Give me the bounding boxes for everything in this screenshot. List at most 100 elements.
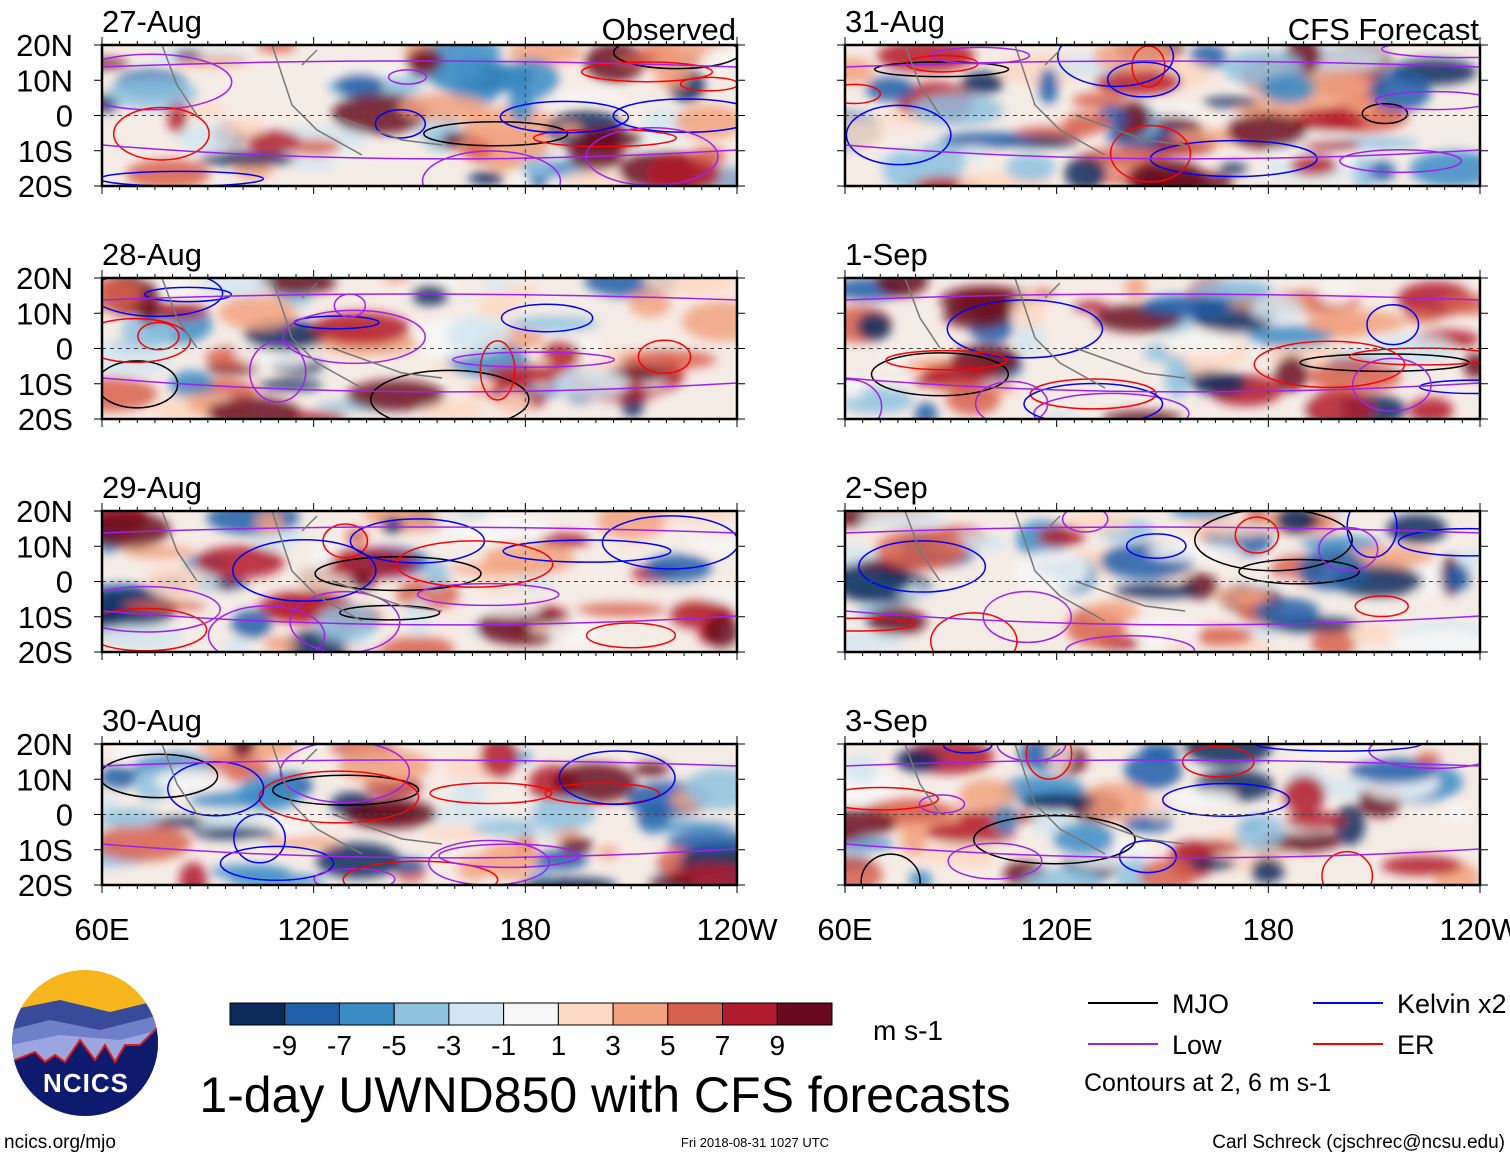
legend-label: ER: [1397, 1030, 1435, 1060]
colorbar-swatch: [284, 1002, 340, 1026]
colorbar-swatch: [667, 1002, 724, 1026]
colorbar: -9 -7 -5 -3 -1 1 3 5 7 9 m s-1: [229, 1002, 943, 1061]
lat-label: 10S: [18, 600, 73, 635]
coastline: [904, 511, 1186, 622]
lon-label: 180: [1242, 912, 1294, 947]
footer-timestamp: Fri 2018-08-31 1027 UTC: [681, 1135, 829, 1150]
coastline: [161, 511, 443, 622]
coastline: [161, 278, 443, 389]
wind-anomaly-shading: [102, 45, 737, 186]
coastline: [161, 744, 443, 855]
wave-contours: [102, 744, 737, 885]
lon-label: 60E: [817, 912, 872, 947]
map-panel-31-aug: 31-Aug CFS Forecast: [837, 4, 1488, 194]
logo-text: NCICS: [43, 1068, 129, 1098]
map-panel-3-sep: 3-Sep 60E 120E 180 120W: [817, 703, 1510, 947]
colorbar-swatch: [722, 1002, 778, 1026]
legend: MJO Kelvin x2 Low ER Contours at 2, 6 m s-1: [1084, 989, 1507, 1097]
lat-label: 0: [56, 798, 73, 833]
lat-label: 20S: [18, 635, 73, 670]
colorbar-tick: -1: [491, 1030, 516, 1061]
panel-date: 2-Sep: [845, 470, 928, 505]
lat-label: 0: [56, 99, 73, 134]
wind-anomaly-shading: [845, 511, 1480, 652]
lon-label: 120W: [697, 912, 779, 947]
legend-note: Contours at 2, 6 m s-1: [1084, 1069, 1331, 1097]
colorbar-tick: 7: [715, 1030, 731, 1061]
coastline: [904, 278, 1186, 389]
legend-label: Low: [1172, 1030, 1222, 1060]
colorbar-swatch: [557, 1002, 614, 1026]
lat-label: 20N: [16, 494, 73, 529]
panel-date: 28-Aug: [102, 237, 202, 272]
colorbar-tick: -7: [327, 1030, 352, 1061]
lat-label: 20N: [16, 727, 73, 762]
lat-label: 10S: [18, 134, 73, 169]
coastline: [161, 45, 443, 156]
ncics-logo: NCICS: [12, 970, 158, 1116]
map-panel-1-sep: 1-Sep: [837, 237, 1488, 427]
wind-anomaly-shading: [102, 511, 737, 652]
wave-contours: [102, 45, 737, 186]
panel-date: 3-Sep: [845, 703, 928, 738]
colorbar-swatch: [776, 1002, 833, 1026]
map-panel-2-sep: 2-Sep: [837, 470, 1488, 660]
lat-label: 20N: [16, 261, 73, 296]
colorbar-tick: -3: [436, 1030, 461, 1061]
lat-label: 10S: [18, 833, 73, 868]
lat-label: 10N: [16, 529, 73, 564]
lat-label: 10N: [16, 63, 73, 98]
wind-anomaly-shading: [845, 45, 1480, 186]
wave-contours: [102, 278, 737, 419]
lat-label: 0: [56, 565, 73, 600]
wave-contours: [845, 293, 1480, 419]
coastline: [904, 744, 1186, 855]
lat-label: 20S: [18, 402, 73, 437]
panel-date: 30-Aug: [102, 703, 202, 738]
wave-contours: [845, 45, 1480, 183]
colorbar-swatch: [338, 1002, 395, 1026]
lon-label: 120E: [1020, 912, 1092, 947]
lon-label: 120E: [277, 912, 349, 947]
panel-date: 1-Sep: [845, 237, 928, 272]
panel-date: 27-Aug: [102, 4, 202, 39]
footer-credit: Carl Schreck (cjschrec@ncsu.edu): [1212, 1132, 1505, 1153]
colorbar-units: m s-1: [873, 1015, 943, 1046]
wind-anomaly-shading: [102, 278, 737, 419]
lat-label: 20S: [18, 169, 73, 204]
colorbar-swatch: [448, 1002, 505, 1026]
wave-contours: [845, 744, 1480, 885]
lon-label: 60E: [74, 912, 129, 947]
footer-site: ncics.org/mjo: [4, 1132, 116, 1153]
lat-label: 0: [56, 332, 73, 367]
colorbar-swatch: [229, 1002, 286, 1026]
panel-date: 29-Aug: [102, 470, 202, 505]
wave-contours: [845, 511, 1480, 652]
column-title: CFS Forecast: [1288, 12, 1480, 47]
wind-anomaly-shading: [102, 744, 737, 885]
wind-anomaly-shading: [845, 744, 1480, 885]
legend-label: MJO: [1172, 989, 1229, 1019]
colorbar-tick: -5: [382, 1030, 407, 1061]
lat-label: 20N: [16, 28, 73, 63]
legend-label: Kelvin x2: [1397, 989, 1507, 1019]
lat-label: 10N: [16, 296, 73, 331]
column-title: Observed: [602, 12, 736, 47]
lat-label: 10N: [16, 762, 73, 797]
colorbar-swatch: [393, 1002, 450, 1026]
colorbar-tick: 5: [660, 1030, 676, 1061]
lon-label: 180: [499, 912, 551, 947]
colorbar-tick: 1: [551, 1030, 567, 1061]
lon-label: 120W: [1440, 912, 1510, 947]
coastline: [904, 45, 1186, 156]
wind-anomaly-shading: [845, 278, 1480, 419]
colorbar-swatch: [612, 1002, 669, 1026]
colorbar-tick: 3: [605, 1030, 621, 1061]
panel-date: 31-Aug: [845, 4, 945, 39]
colorbar-tick: -9: [272, 1030, 297, 1061]
lat-label: 10S: [18, 367, 73, 402]
